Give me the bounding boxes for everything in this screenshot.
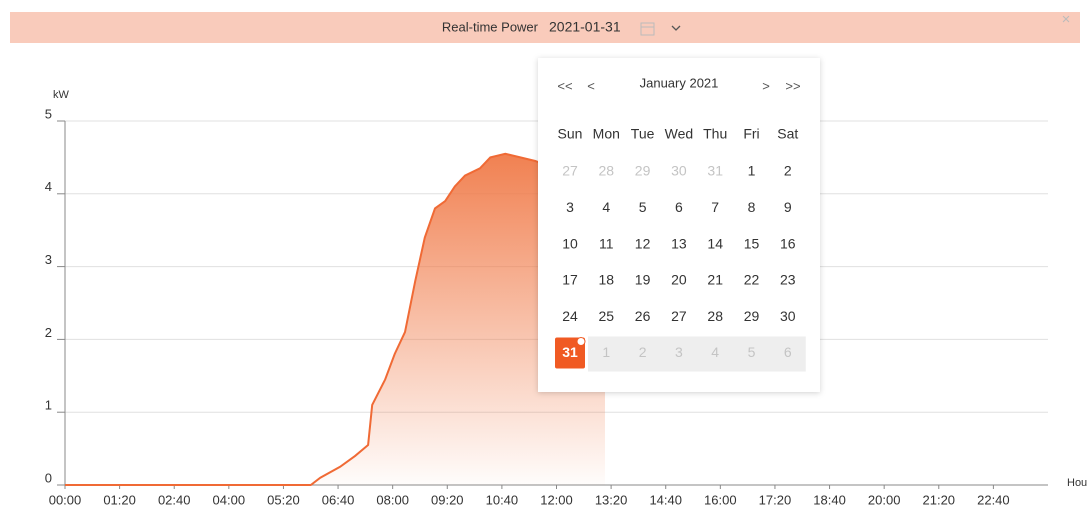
day[interactable]: 4 — [711, 344, 719, 360]
y-tick-label: 3 — [45, 252, 52, 267]
x-tick-label: 08:00 — [376, 492, 409, 507]
header-bar — [10, 12, 1080, 43]
today-dot — [576, 337, 586, 346]
header-date[interactable]: 2021-01-31 — [549, 19, 621, 35]
x-tick-label: 12:00 — [540, 492, 573, 507]
day[interactable]: 21 — [707, 272, 723, 288]
day[interactable]: 28 — [599, 163, 615, 179]
calendar-icon[interactable] — [640, 22, 655, 36]
day[interactable]: 4 — [602, 199, 610, 215]
day[interactable]: 18 — [599, 272, 615, 288]
day[interactable]: 28 — [707, 308, 723, 324]
day[interactable]: 11 — [599, 235, 614, 251]
x-axis-label: Hou — [1067, 477, 1087, 489]
day[interactable]: 6 — [675, 199, 683, 215]
weekday: Mon — [593, 126, 620, 142]
y-tick-label: 5 — [45, 106, 52, 121]
y-tick-label: 0 — [45, 470, 52, 485]
day[interactable]: 29 — [744, 308, 760, 324]
day[interactable]: 23 — [780, 272, 796, 288]
day[interactable]: 27 — [671, 308, 687, 324]
y-tick-label: 1 — [45, 398, 52, 413]
day[interactable]: 25 — [599, 308, 615, 324]
x-tick-label: 13:20 — [595, 492, 628, 507]
month-title: January 2021 — [640, 75, 719, 90]
weekday: Fri — [743, 126, 759, 142]
day[interactable]: 5 — [639, 199, 647, 215]
x-tick-label: 18:40 — [813, 492, 846, 507]
day[interactable]: 7 — [711, 199, 719, 215]
day[interactable]: 26 — [635, 308, 651, 324]
month-nav[interactable]: < — [587, 78, 595, 93]
day[interactable]: 9 — [784, 199, 792, 215]
day[interactable]: 14 — [707, 235, 723, 251]
day[interactable]: 20 — [671, 272, 687, 288]
x-tick-label: 20:00 — [868, 492, 901, 507]
day[interactable]: 27 — [562, 163, 578, 179]
day[interactable]: 16 — [780, 235, 796, 251]
day[interactable]: 15 — [744, 235, 760, 251]
day[interactable]: 22 — [744, 272, 760, 288]
month-nav[interactable]: > — [762, 78, 770, 93]
day[interactable]: 30 — [671, 163, 687, 179]
selected-day — [555, 337, 585, 369]
x-tick-label: 06:40 — [322, 492, 355, 507]
day[interactable]: 2 — [639, 344, 647, 360]
day[interactable]: 19 — [635, 272, 651, 288]
x-tick-label: 05:20 — [267, 492, 300, 507]
picker-panel — [538, 58, 820, 392]
weekday: Wed — [665, 126, 694, 142]
month-nav[interactable]: >> — [785, 78, 800, 93]
month-nav[interactable]: << — [557, 78, 572, 93]
y-tick-label: 2 — [45, 325, 52, 340]
x-tick-label: 00:00 — [49, 492, 82, 507]
day[interactable]: 12 — [635, 235, 651, 251]
day[interactable]: 13 — [671, 235, 687, 251]
day[interactable]: 29 — [635, 163, 651, 179]
x-tick-label: 10:40 — [486, 492, 519, 507]
day[interactable]: 10 — [562, 235, 578, 251]
day[interactable]: 1 — [602, 344, 610, 360]
weekday: Sun — [558, 126, 583, 142]
x-tick-label: 22:40 — [977, 492, 1010, 507]
x-tick-label: 21:20 — [923, 492, 956, 507]
y-tick-label: 4 — [45, 179, 52, 194]
area — [65, 153, 605, 486]
close-button[interactable]: × — [1062, 11, 1071, 28]
day[interactable]: 5 — [748, 344, 756, 360]
day[interactable]: 1 — [748, 163, 756, 179]
day[interactable]: 17 — [562, 272, 578, 288]
x-tick-label: 17:20 — [759, 492, 792, 507]
x-tick-label: 09:20 — [431, 492, 464, 507]
y-axis-label: kW — [53, 89, 70, 101]
dropdown-chevron[interactable] — [671, 25, 681, 31]
day[interactable]: 2 — [784, 163, 792, 179]
x-tick-label: 02:40 — [158, 492, 191, 507]
day[interactable]: 3 — [566, 199, 574, 215]
day[interactable]: 31 — [707, 163, 723, 179]
day[interactable]: 24 — [562, 308, 578, 324]
weekday: Sat — [777, 126, 798, 142]
day[interactable]: 30 — [780, 308, 796, 324]
x-tick-label: 04:00 — [213, 492, 246, 507]
weekday: Tue — [631, 126, 655, 142]
day[interactable]: 8 — [748, 199, 756, 215]
header-title: Real-time Power — [442, 19, 539, 34]
day[interactable]: 6 — [784, 344, 792, 360]
weekday: Thu — [703, 126, 727, 142]
x-tick-label: 16:00 — [704, 492, 737, 507]
day[interactable]: 31 — [562, 344, 578, 360]
x-tick-label: 14:40 — [649, 492, 682, 507]
day[interactable]: 3 — [675, 344, 683, 360]
x-tick-label: 01:20 — [103, 492, 136, 507]
selected-week-band — [588, 336, 806, 372]
